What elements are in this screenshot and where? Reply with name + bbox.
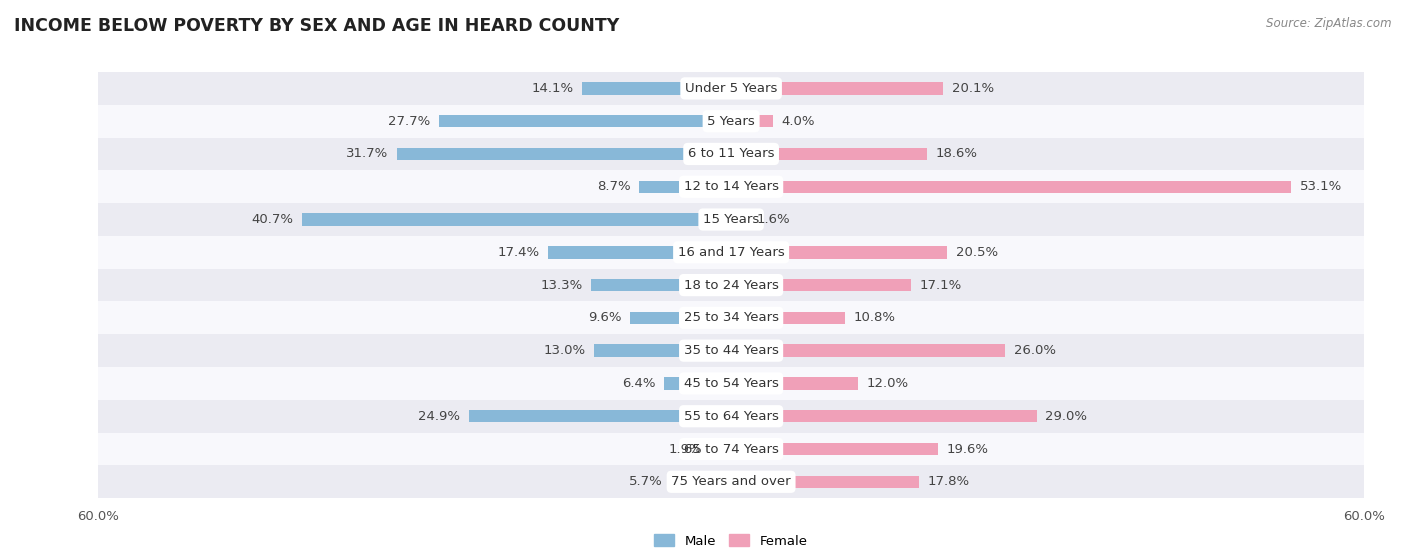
- Bar: [731, 82, 943, 94]
- Bar: [98, 334, 1364, 367]
- Text: 19.6%: 19.6%: [946, 443, 988, 456]
- Legend: Male, Female: Male, Female: [650, 529, 813, 553]
- Bar: [582, 82, 731, 94]
- Bar: [664, 377, 731, 390]
- Text: 12.0%: 12.0%: [866, 377, 908, 390]
- Text: 17.8%: 17.8%: [927, 475, 969, 489]
- Text: 55 to 64 Years: 55 to 64 Years: [683, 410, 779, 423]
- Bar: [731, 377, 858, 390]
- Bar: [671, 476, 731, 488]
- Text: 1.6%: 1.6%: [756, 213, 790, 226]
- Text: 13.3%: 13.3%: [540, 278, 582, 292]
- Bar: [731, 410, 1036, 423]
- Text: INCOME BELOW POVERTY BY SEX AND AGE IN HEARD COUNTY: INCOME BELOW POVERTY BY SEX AND AGE IN H…: [14, 17, 619, 35]
- Text: 26.0%: 26.0%: [1014, 344, 1056, 357]
- Bar: [98, 367, 1364, 400]
- Text: 4.0%: 4.0%: [782, 115, 815, 127]
- Bar: [468, 410, 731, 423]
- Text: 31.7%: 31.7%: [346, 148, 388, 160]
- Bar: [98, 203, 1364, 236]
- Bar: [731, 181, 1291, 193]
- Bar: [396, 148, 731, 160]
- Bar: [302, 214, 731, 226]
- Text: 6.4%: 6.4%: [621, 377, 655, 390]
- Text: 20.1%: 20.1%: [952, 82, 994, 95]
- Text: 12 to 14 Years: 12 to 14 Years: [683, 180, 779, 193]
- Bar: [711, 443, 731, 455]
- Bar: [731, 279, 911, 291]
- Text: 25 to 34 Years: 25 to 34 Years: [683, 311, 779, 324]
- Text: 53.1%: 53.1%: [1299, 180, 1341, 193]
- Bar: [731, 214, 748, 226]
- Bar: [731, 115, 773, 127]
- Text: 14.1%: 14.1%: [531, 82, 574, 95]
- Text: Under 5 Years: Under 5 Years: [685, 82, 778, 95]
- Bar: [731, 344, 1005, 357]
- Bar: [640, 181, 731, 193]
- Text: 75 Years and over: 75 Years and over: [671, 475, 792, 489]
- Text: 27.7%: 27.7%: [388, 115, 430, 127]
- Text: 13.0%: 13.0%: [544, 344, 585, 357]
- Text: 16 and 17 Years: 16 and 17 Years: [678, 246, 785, 259]
- Text: 35 to 44 Years: 35 to 44 Years: [683, 344, 779, 357]
- Bar: [439, 115, 731, 127]
- Bar: [591, 279, 731, 291]
- Bar: [98, 236, 1364, 269]
- Text: 10.8%: 10.8%: [853, 311, 896, 324]
- Text: 24.9%: 24.9%: [418, 410, 460, 423]
- Bar: [630, 312, 731, 324]
- Text: 65 to 74 Years: 65 to 74 Years: [683, 443, 779, 456]
- Text: 18 to 24 Years: 18 to 24 Years: [683, 278, 779, 292]
- Bar: [98, 72, 1364, 105]
- Bar: [98, 105, 1364, 138]
- Bar: [731, 476, 920, 488]
- Bar: [98, 301, 1364, 334]
- Bar: [98, 433, 1364, 466]
- Text: 15 Years: 15 Years: [703, 213, 759, 226]
- Text: 40.7%: 40.7%: [252, 213, 294, 226]
- Text: 5 Years: 5 Years: [707, 115, 755, 127]
- Bar: [731, 148, 927, 160]
- Bar: [98, 170, 1364, 203]
- Bar: [731, 246, 948, 258]
- Text: 17.4%: 17.4%: [498, 246, 538, 259]
- Text: 1.9%: 1.9%: [669, 443, 703, 456]
- Text: 17.1%: 17.1%: [920, 278, 962, 292]
- Text: 18.6%: 18.6%: [936, 148, 977, 160]
- Bar: [547, 246, 731, 258]
- Text: 9.6%: 9.6%: [588, 311, 621, 324]
- Bar: [98, 400, 1364, 433]
- Text: Source: ZipAtlas.com: Source: ZipAtlas.com: [1267, 17, 1392, 30]
- Text: 29.0%: 29.0%: [1045, 410, 1087, 423]
- Bar: [98, 466, 1364, 498]
- Text: 20.5%: 20.5%: [956, 246, 998, 259]
- Text: 5.7%: 5.7%: [628, 475, 662, 489]
- Bar: [98, 269, 1364, 301]
- Bar: [731, 443, 938, 455]
- Bar: [98, 138, 1364, 170]
- Text: 6 to 11 Years: 6 to 11 Years: [688, 148, 775, 160]
- Text: 8.7%: 8.7%: [598, 180, 631, 193]
- Bar: [593, 344, 731, 357]
- Bar: [731, 312, 845, 324]
- Text: 45 to 54 Years: 45 to 54 Years: [683, 377, 779, 390]
